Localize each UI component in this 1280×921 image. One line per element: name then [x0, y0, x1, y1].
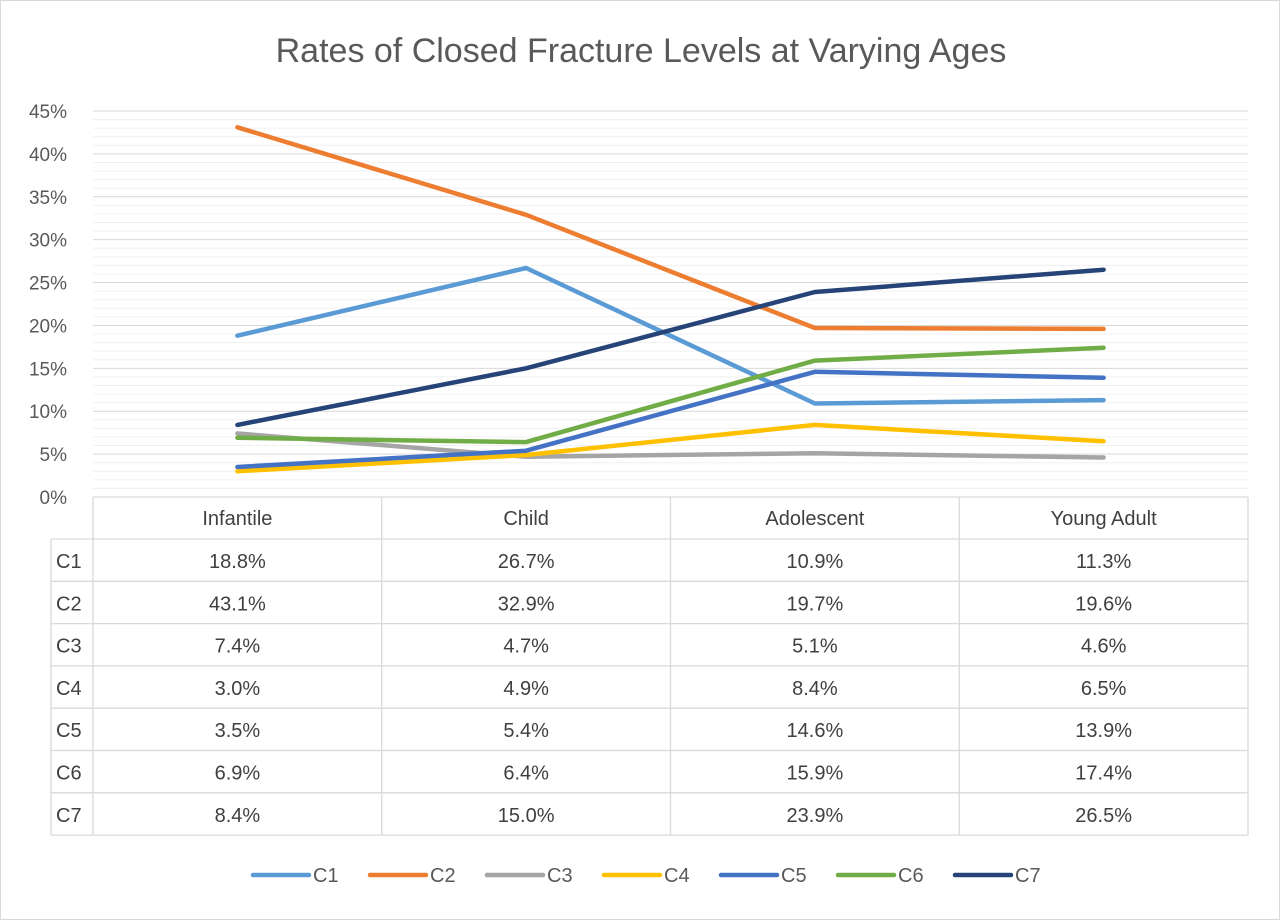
table-series-label: C7 — [56, 805, 82, 827]
series-line-c7 — [235, 267, 1106, 428]
y-tick-label: 30% — [29, 231, 67, 252]
table-value-cell: 6.5% — [1081, 678, 1127, 700]
table-value-cell: 14.6% — [787, 720, 844, 742]
legend-label: C1 — [313, 865, 339, 887]
y-tick-label: 15% — [29, 359, 67, 380]
legend-label: C5 — [781, 865, 807, 887]
table-value-cell: 13.9% — [1075, 720, 1132, 742]
legend-label: C6 — [898, 865, 924, 887]
table-value-cell: 4.9% — [503, 678, 549, 700]
table-value-cell: 4.7% — [503, 636, 549, 658]
table-value-cell: 18.8% — [209, 551, 266, 573]
x-category-label: Child — [503, 508, 549, 530]
legend-label: C2 — [430, 865, 456, 887]
table-value-cell: 15.9% — [787, 763, 844, 785]
data-table: Infantile Child Adolescent Young Adult C1 18.… — [50, 496, 1249, 836]
legend: C1 C2 C3 C4 C5 C6 C7 — [250, 865, 1041, 887]
table-value-cell: 15.0% — [498, 805, 555, 827]
table-value-cell: 26.7% — [498, 551, 555, 573]
y-tick-label: 35% — [29, 188, 67, 209]
table-value-cell: 5.4% — [503, 720, 549, 742]
y-tick-label: 0% — [40, 488, 68, 509]
table-series-label: C1 — [56, 551, 82, 573]
table-value-cell: 3.5% — [215, 720, 261, 742]
table-series-label: C5 — [56, 720, 82, 742]
table-value-cell: 8.4% — [215, 805, 261, 827]
x-category-label: Infantile — [202, 508, 272, 530]
table-value-cell: 19.6% — [1075, 593, 1132, 615]
y-tick-label: 45% — [29, 102, 67, 123]
table-value-cell: 7.4% — [215, 636, 261, 658]
table-series-label: C3 — [56, 636, 82, 658]
x-category-label: Adolescent — [765, 508, 864, 530]
series-line-c2 — [235, 125, 1106, 332]
x-category-label: Young Adult — [1051, 508, 1157, 530]
table-value-cell: 6.9% — [215, 763, 261, 785]
table-series-label: C6 — [56, 763, 82, 785]
y-tick-label: 25% — [29, 274, 67, 295]
table-value-cell: 19.7% — [787, 593, 844, 615]
table-series-label: C2 — [56, 593, 82, 615]
gridlines — [93, 110, 1248, 498]
table-value-cell: 4.6% — [1081, 636, 1127, 658]
table-series-label: C4 — [56, 678, 82, 700]
chart-title: Rates of Closed Fracture Levels at Varyi… — [276, 32, 1007, 70]
legend-label: C4 — [664, 865, 690, 887]
series-lines — [235, 125, 1106, 474]
table-value-cell: 32.9% — [498, 593, 555, 615]
table-value-cell: 8.4% — [792, 678, 838, 700]
table-value-cell: 3.0% — [215, 678, 261, 700]
series-line-c4 — [235, 422, 1106, 474]
table-value-cell: 17.4% — [1075, 763, 1132, 785]
table-value-cell: 26.5% — [1075, 805, 1132, 827]
legend-label: C3 — [547, 865, 573, 887]
series-line-c3 — [235, 431, 1106, 460]
table-value-cell: 6.4% — [503, 763, 549, 785]
y-tick-label: 5% — [40, 445, 68, 466]
table-value-cell: 11.3% — [1076, 551, 1131, 573]
legend-label: C7 — [1015, 865, 1041, 887]
series-line-c6 — [235, 345, 1106, 445]
table-value-cell: 5.1% — [792, 636, 838, 658]
table-value-cell: 43.1% — [209, 593, 266, 615]
y-tick-label: 10% — [29, 402, 67, 423]
table-value-cell: 23.9% — [787, 805, 844, 827]
y-axis-ticks: 0% 5% 10% 15% 20% 25% 30% 35% 40% 45% — [29, 102, 67, 509]
y-tick-label: 40% — [29, 145, 67, 166]
series-line-c1 — [235, 265, 1106, 406]
series-line-c5 — [235, 369, 1106, 470]
y-tick-label: 20% — [29, 316, 67, 337]
table-value-cell: 10.9% — [787, 551, 844, 573]
